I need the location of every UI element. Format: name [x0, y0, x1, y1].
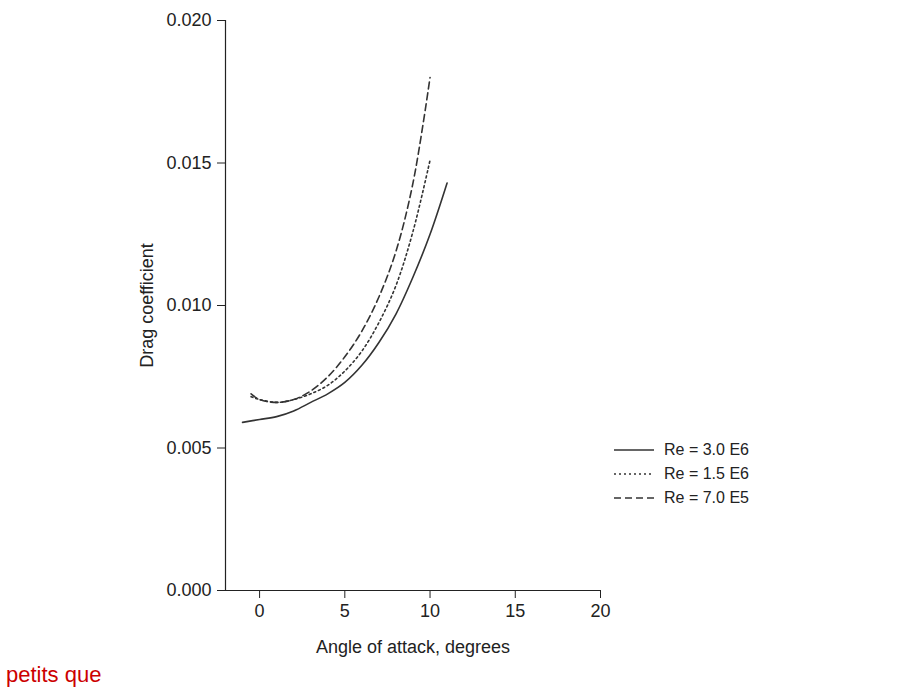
- svg-text:20: 20: [590, 601, 610, 621]
- html-text:Re = 3.0 E6: Re = 3.0 E6: [664, 441, 749, 458]
- html-text:Re = 7.0 E5: Re = 7.0 E5: [664, 489, 749, 506]
- svg-text:0.020: 0.020: [166, 10, 211, 30]
- html-text:petits que: petits que: [6, 662, 102, 687]
- svg-text:0.005: 0.005: [166, 438, 211, 458]
- svg-text:0.010: 0.010: [166, 295, 211, 315]
- svg-text:0: 0: [255, 601, 265, 621]
- html-text:Re = 1.5 E6: Re = 1.5 E6: [664, 465, 749, 482]
- svg-text:5: 5: [340, 601, 350, 621]
- svg-text:0.015: 0.015: [166, 153, 211, 173]
- svg-text:0.000: 0.000: [166, 580, 211, 600]
- svg-text:15: 15: [505, 601, 525, 621]
- svg-text:Angle of attack, degrees: Angle of attack, degrees: [316, 637, 510, 657]
- svg-text:Drag coefficient: Drag coefficient: [137, 243, 157, 368]
- svg-text:10: 10: [420, 601, 440, 621]
